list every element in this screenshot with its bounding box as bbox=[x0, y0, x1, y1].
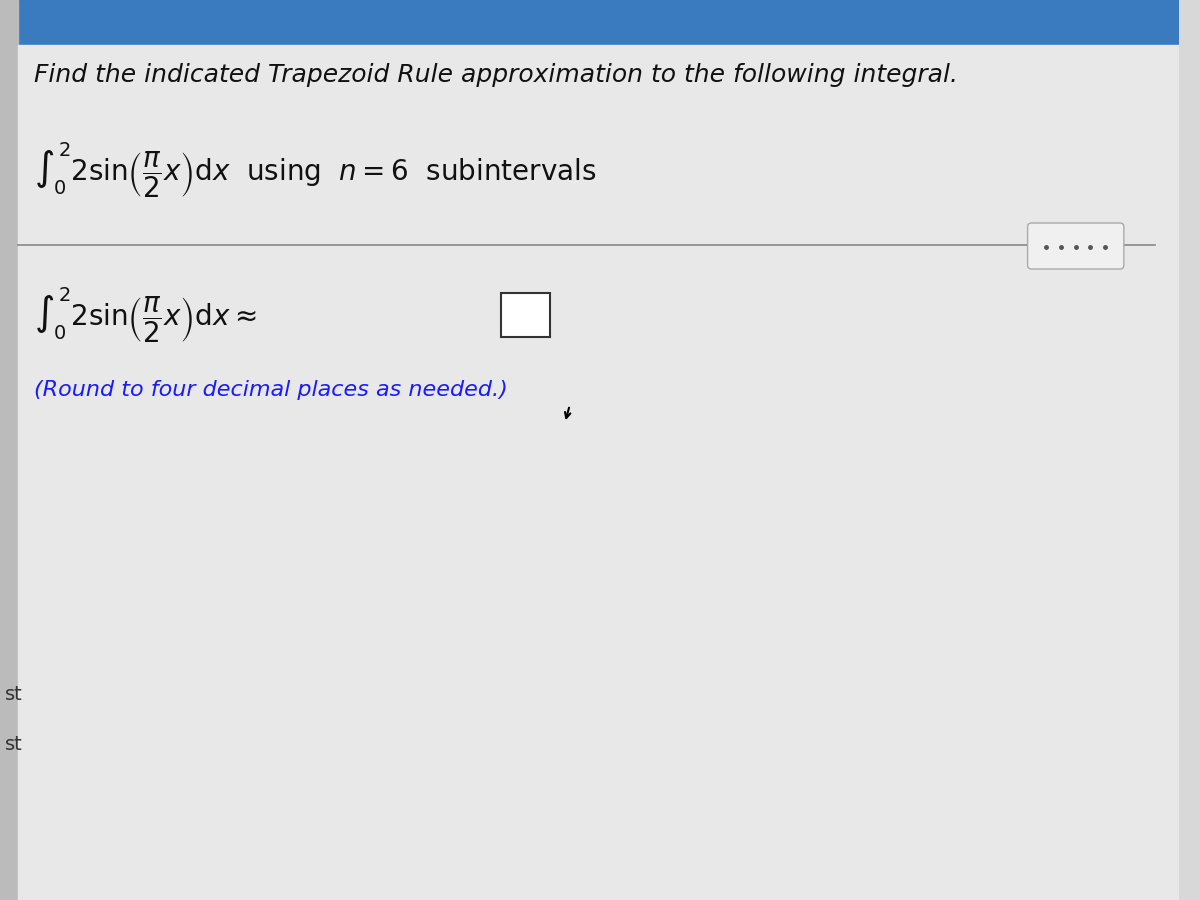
Bar bbox=[0, 0, 18, 900]
Bar bbox=[502, 293, 550, 337]
FancyBboxPatch shape bbox=[1027, 223, 1124, 269]
Text: (Round to four decimal places as needed.): (Round to four decimal places as needed.… bbox=[35, 380, 508, 400]
Text: $\int_0^2 2\sin\!\left(\dfrac{\pi}{2}x\right)\mathrm{d}x$  using  $n = 6$  subin: $\int_0^2 2\sin\!\left(\dfrac{\pi}{2}x\r… bbox=[35, 140, 596, 200]
Text: Find the indicated Trapezoid Rule approximation to the following integral.: Find the indicated Trapezoid Rule approx… bbox=[35, 63, 959, 87]
Text: st: st bbox=[5, 686, 23, 705]
Bar bbox=[0, 0, 1178, 45]
Text: st: st bbox=[5, 735, 23, 754]
Text: $\int_0^2 2\sin\!\left(\dfrac{\pi}{2}x\right)\mathrm{d}x \approx$: $\int_0^2 2\sin\!\left(\dfrac{\pi}{2}x\r… bbox=[35, 285, 257, 345]
